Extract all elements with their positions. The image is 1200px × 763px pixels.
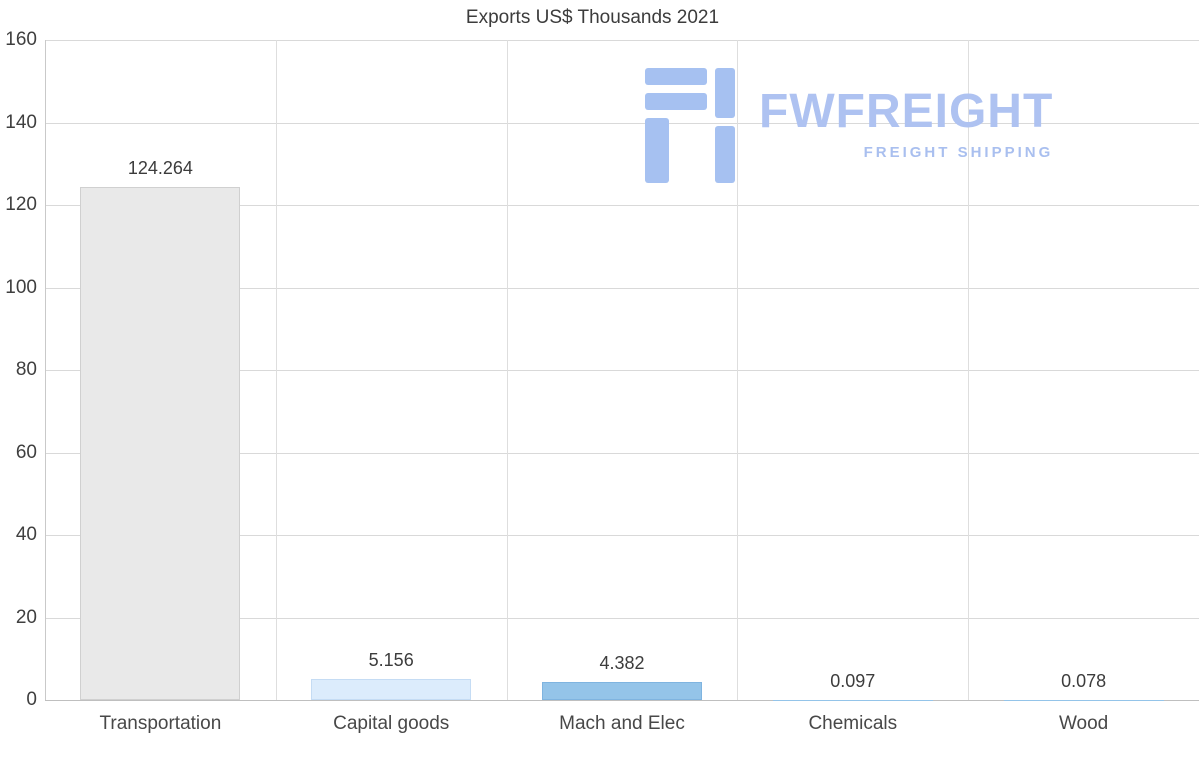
x-axis-category-label: Transportation: [99, 713, 222, 734]
bar-mach-and-elec: [542, 681, 702, 700]
logo-tagline-text: FREIGHT SHIPPING: [863, 144, 1054, 161]
bar-capital-goods: [311, 678, 472, 700]
gridline-horizontal: [45, 370, 1199, 371]
y-axis-tick-label: 140: [5, 111, 37, 133]
bar-value-label: 4.382: [599, 652, 645, 673]
y-axis-line: [45, 40, 46, 700]
gridline-vertical: [737, 40, 739, 700]
bar-value-label: 124.264: [127, 158, 193, 179]
logo-brand-text: FWFREIGHT: [759, 85, 1054, 138]
gridline-horizontal: [45, 535, 1199, 536]
bar-value-label: 0.097: [830, 670, 876, 691]
x-axis-category-label: Capital goods: [333, 713, 450, 734]
gridline-horizontal: [45, 40, 1199, 41]
gridline-horizontal: [45, 205, 1199, 206]
y-axis-tick-label: 80: [15, 359, 37, 380]
fwfreight-logo-text: FWFREIGHT FREIGHT SHIPPING: [759, 68, 1054, 162]
x-axis-line: [45, 700, 1199, 701]
gridline-horizontal: [45, 287, 1199, 289]
x-axis-category-label: Wood: [1058, 713, 1109, 734]
y-axis-tick-label: 20: [15, 606, 37, 628]
bar-value-label: 0.078: [1061, 670, 1107, 691]
y-axis-tick-label: 120: [5, 194, 37, 215]
y-axis-tick-label: 60: [15, 441, 37, 463]
gridline-vertical: [275, 40, 277, 700]
fwfreight-logo: FWFREIGHT FREIGHT SHIPPING: [645, 68, 1053, 183]
gridline-horizontal: [45, 617, 1199, 619]
gridline-vertical: [968, 40, 970, 700]
bar-value-label: 5.156: [368, 649, 414, 670]
x-axis-category-label: Mach and Elec: [559, 713, 685, 734]
y-axis-tick-label: 160: [5, 29, 37, 50]
y-axis-tick-label: 40: [15, 524, 37, 545]
gridline-horizontal: [45, 452, 1199, 454]
fwfreight-logo-icon: [645, 68, 735, 183]
bar-transportation: [80, 187, 241, 700]
gridline-vertical: [506, 40, 508, 700]
y-axis-tick-label: 0: [26, 689, 37, 710]
chart-title: Exports US$ Thousands 2021: [465, 7, 720, 28]
x-axis-category-label: Chemicals: [808, 713, 898, 734]
y-axis-tick-label: 100: [5, 276, 37, 298]
gridline-horizontal: [45, 122, 1199, 124]
